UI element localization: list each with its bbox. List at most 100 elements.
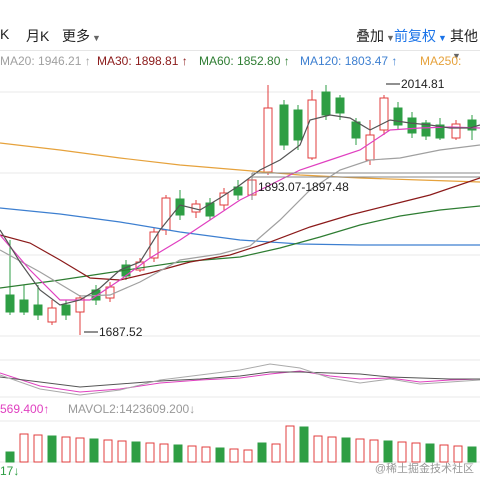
- candle: [379, 97, 389, 131]
- ma20-label: MA20: 1946.21 ↑: [0, 54, 91, 68]
- ma30-label: MA30: 1898.81 ↑: [97, 54, 188, 68]
- candle: [75, 297, 85, 313]
- ma5-line: [0, 114, 480, 306]
- volume-bar: [201, 446, 211, 463]
- volume-bar: [89, 438, 99, 463]
- ma250-line: [0, 142, 480, 183]
- dif-line: [0, 363, 480, 396]
- overlay-label: 叠加: [356, 28, 384, 44]
- overlay-button[interactable]: 叠加 ▼: [356, 26, 395, 46]
- macd-indicator: [0, 363, 480, 396]
- volume-bar: [453, 445, 463, 463]
- ma-legend: MA20: 1946.21 ↑ MA30: 1898.81 ↑ MA60: 18…: [0, 50, 480, 70]
- candle: [205, 202, 215, 217]
- volume-bar: [103, 439, 113, 463]
- tab-week-k[interactable]: K: [0, 26, 10, 42]
- volume-bar: [75, 437, 85, 463]
- volume-bar: [467, 446, 477, 463]
- volume-bar: [271, 443, 281, 463]
- ma120-line: [0, 207, 480, 246]
- volume-bar: [5, 451, 15, 463]
- volume-bar: [173, 444, 183, 463]
- volume-bar: [397, 441, 407, 463]
- candle: [263, 107, 273, 173]
- ma10-line: [0, 126, 480, 301]
- volume-bar: [33, 434, 43, 463]
- candle: [47, 307, 57, 323]
- mavol2-label: MAVOL2:1423609.200↓: [68, 402, 196, 416]
- volume-bar: [355, 438, 365, 463]
- period-tabs: K 月K 更多 ▼ 叠加 ▼ 前复权 ▼ 其他▼: [0, 0, 480, 61]
- ma250-label: MA250:: [420, 54, 462, 68]
- candle: [175, 198, 185, 216]
- volume-bar: [257, 442, 267, 463]
- candle: [33, 304, 43, 316]
- price-annotations: 2014.81 1687.52 1893.07-1897.48: [84, 77, 480, 339]
- tab-more-label: 更多: [62, 28, 90, 44]
- candle: [293, 109, 303, 141]
- candle: [335, 97, 345, 114]
- other-button[interactable]: 其他 ▼: [450, 26, 480, 62]
- tab-more[interactable]: 更多 ▼: [62, 26, 101, 46]
- volume-bar: [229, 448, 239, 463]
- volume-bar: [117, 440, 127, 463]
- chevron-down-icon: ▼: [386, 33, 395, 43]
- candle: [351, 121, 361, 139]
- bottom-indicator-label: 17↓: [0, 464, 20, 478]
- mavol1-label: 569.400↑: [0, 402, 50, 416]
- macd-line: [0, 370, 480, 393]
- volume-bar: [369, 439, 379, 463]
- candle: [407, 117, 417, 134]
- signal-line: [0, 371, 480, 388]
- candle: [219, 192, 229, 206]
- volume-bar: [187, 445, 197, 463]
- ma120-label: MA120: 1803.47 ↑: [300, 54, 398, 68]
- candle: [5, 294, 15, 313]
- moving-averages: [0, 114, 480, 306]
- chevron-down-icon: ▼: [452, 51, 461, 61]
- volume-bar: [19, 433, 29, 463]
- candlesticks: [5, 85, 477, 335]
- tab-month-k[interactable]: 月K: [26, 28, 50, 44]
- low-price-label: 1687.52: [99, 325, 143, 339]
- candle: [451, 123, 461, 139]
- candle: [365, 134, 375, 161]
- forward-adjust-button[interactable]: 前复权 ▼: [394, 26, 447, 46]
- kline-chart[interactable]: 2014.81 1687.52 1893.07-1897.48: [0, 70, 480, 480]
- volume-bar: [145, 442, 155, 463]
- candle: [467, 119, 477, 131]
- other-label: 其他: [450, 28, 478, 44]
- volume-bar: [383, 440, 393, 463]
- volume-bar: [159, 443, 169, 463]
- chevron-down-icon: ▼: [438, 33, 447, 43]
- candle: [61, 304, 71, 316]
- volume-bar: [425, 443, 435, 463]
- volume-bar: [61, 436, 71, 463]
- candle: [435, 124, 445, 139]
- high-price-label: 2014.81: [401, 77, 445, 91]
- volume-bar: [47, 435, 57, 463]
- watermark: @稀土掘金技术社区: [374, 463, 474, 475]
- volume-bar: [341, 437, 351, 463]
- volume-bar: [285, 425, 295, 463]
- ma60-line: [0, 205, 480, 289]
- volume-bars: [5, 425, 477, 463]
- candle: [421, 122, 431, 137]
- candle: [321, 91, 331, 116]
- forward-adjust-label: 前复权: [394, 28, 436, 44]
- candle: [393, 107, 403, 126]
- ma20-line: [0, 144, 480, 297]
- volume-bar: [327, 436, 337, 463]
- volume-bar: [215, 447, 225, 463]
- chevron-down-icon: ▼: [92, 33, 101, 43]
- volume-bar: [411, 442, 421, 463]
- volume-bar: [313, 435, 323, 463]
- volume-bar: [299, 426, 309, 463]
- volume-bar: [131, 441, 141, 463]
- candle: [307, 99, 317, 159]
- candle: [279, 104, 289, 146]
- ma60-label: MA60: 1852.80 ↑: [199, 54, 290, 68]
- volume-bar: [243, 449, 253, 463]
- candle: [19, 299, 29, 313]
- ma30-line: [0, 177, 480, 281]
